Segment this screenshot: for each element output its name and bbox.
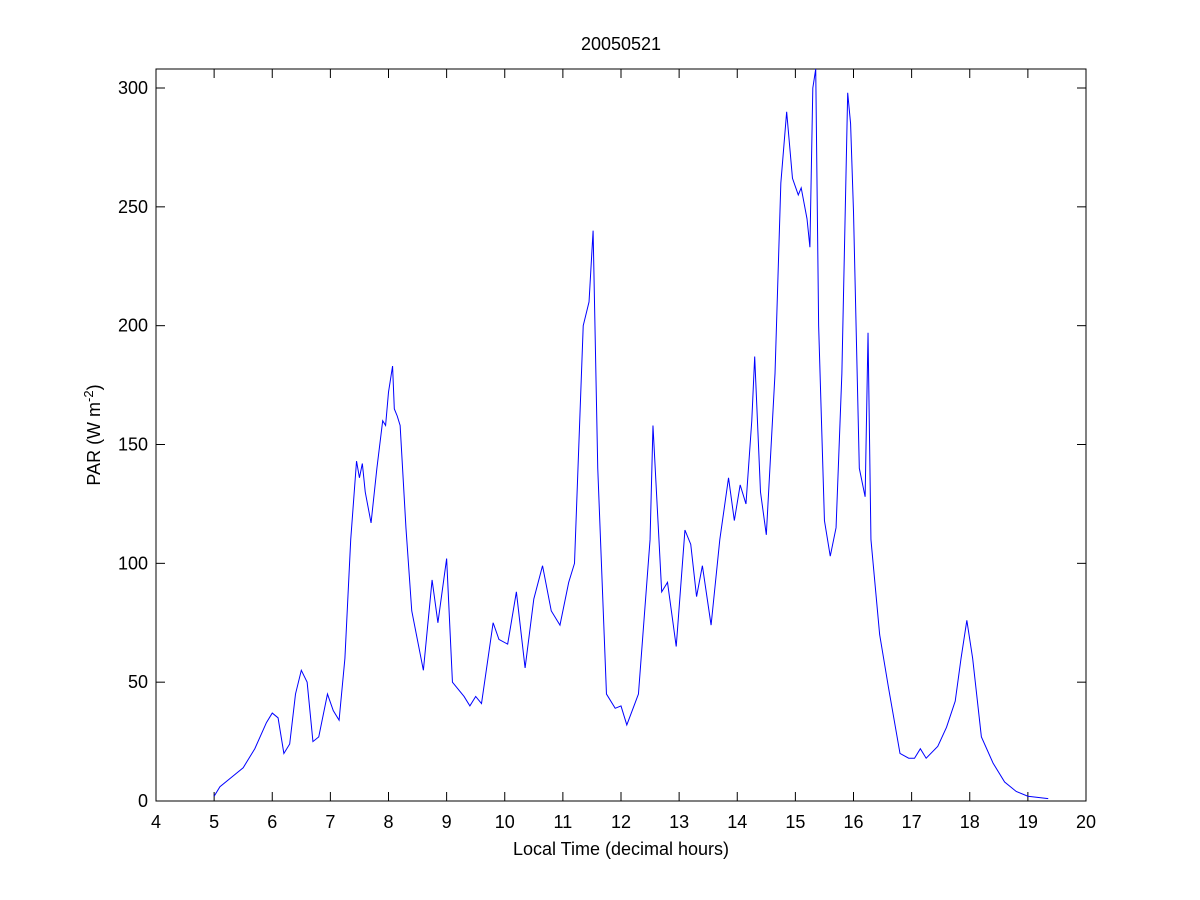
x-tick-label: 4 [151,812,161,832]
y-label-sup: -2 [81,390,96,402]
y-tick-label: 300 [118,78,148,98]
x-tick-label: 19 [1018,812,1038,832]
x-tick-label: 17 [902,812,922,832]
x-tick-label: 5 [209,812,219,832]
x-tick-label: 14 [727,812,747,832]
x-tick-label: 8 [383,812,393,832]
x-tick-label: 15 [785,812,805,832]
y-tick-label: 200 [118,316,148,336]
x-tick-label: 11 [554,812,573,832]
x-tick-label: 18 [960,812,980,832]
y-label-tail: ) [84,384,104,390]
y-tick-label: 150 [118,435,148,455]
y-tick-label: 50 [128,672,148,692]
x-axis-label: Local Time (decimal hours) [513,839,729,859]
data-line [213,68,1049,800]
y-tick-label: 250 [118,197,148,217]
x-tick-label: 7 [325,812,335,832]
y-axis-label: PAR (W m-2) [81,384,104,485]
y-tick-label: 0 [138,791,148,811]
x-tick-label: 16 [843,812,863,832]
x-tick-label: 12 [611,812,631,832]
y-tick-label: 100 [118,553,148,573]
x-tick-label: 9 [442,812,452,832]
x-tick-label: 20 [1076,812,1096,832]
x-tick-label: 10 [495,812,515,832]
x-tick-label: 6 [267,812,277,832]
x-tick-label: 13 [669,812,689,832]
chart-title: 20050521 [581,34,661,54]
y-label-text: PAR (W m [84,402,104,486]
